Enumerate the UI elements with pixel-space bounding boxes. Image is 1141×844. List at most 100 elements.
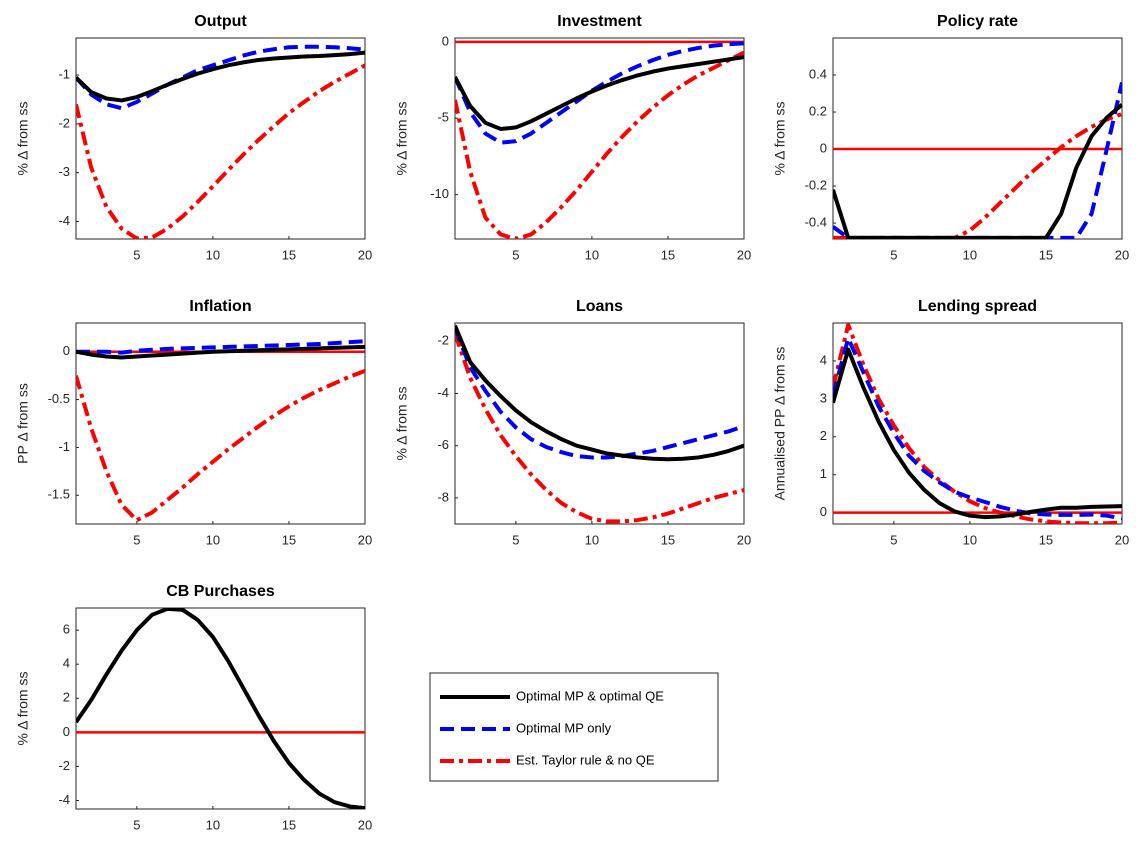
plot-area xyxy=(75,607,366,810)
plot-area xyxy=(832,37,1123,240)
x-tick-label: 10 xyxy=(585,532,599,547)
y-tick-label: -0.5 xyxy=(48,391,70,406)
series-line xyxy=(76,608,365,809)
series-line xyxy=(76,344,365,360)
y-tick-label: 4 xyxy=(820,352,827,367)
y-tick-label: -4 xyxy=(58,792,70,807)
y-tick-label: -3 xyxy=(58,164,70,179)
x-tick-label: 20 xyxy=(1115,532,1129,547)
y-tick-label: -5 xyxy=(437,110,449,125)
x-tick-label: 15 xyxy=(1039,247,1053,262)
y-tick-label: 0.4 xyxy=(809,66,827,81)
x-tick-label: 20 xyxy=(358,532,372,547)
x-tick-label: 5 xyxy=(890,247,897,262)
chart-title: Loans xyxy=(576,298,623,315)
y-tick-label: -1 xyxy=(58,67,70,82)
y-tick-label: -1 xyxy=(58,439,70,454)
x-tick-label: 15 xyxy=(661,247,675,262)
y-tick-label: -2 xyxy=(437,333,449,348)
y-tick-label: -6 xyxy=(437,437,449,452)
x-tick-label: 20 xyxy=(358,817,372,832)
legend-label: Est. Taylor rule & no QE xyxy=(516,752,655,767)
y-tick-label: 0 xyxy=(820,140,827,155)
series-line xyxy=(455,332,744,524)
y-tick-label: -8 xyxy=(437,489,449,504)
chart-title: Lending spread xyxy=(918,298,1037,315)
series-group xyxy=(76,608,365,809)
y-tick-label: -2 xyxy=(58,758,70,773)
series-line xyxy=(833,347,1122,520)
y-tick-label: 0 xyxy=(442,33,449,48)
x-tick-label: 20 xyxy=(737,247,751,262)
y-tick-label: 6 xyxy=(63,622,70,637)
y-tick-label: 0 xyxy=(820,504,827,519)
y-tick-label: -0.4 xyxy=(805,215,827,230)
series-group xyxy=(76,44,365,239)
series-line xyxy=(455,55,744,131)
series-line xyxy=(76,44,365,111)
x-tick-label: 15 xyxy=(282,817,296,832)
series-line xyxy=(455,324,744,462)
plot-area xyxy=(454,322,745,525)
x-tick-label: 15 xyxy=(282,247,296,262)
x-tick-label: 10 xyxy=(963,532,977,547)
y-tick-label: -4 xyxy=(437,385,449,400)
series-group xyxy=(455,324,744,524)
x-tick-label: 10 xyxy=(585,247,599,262)
series-line xyxy=(76,63,365,239)
series-line xyxy=(76,339,365,355)
y-tick-label: -4 xyxy=(58,213,70,228)
y-tick-label: -1.5 xyxy=(48,487,70,502)
x-tick-label: 15 xyxy=(1039,532,1053,547)
chart-title: Inflation xyxy=(189,298,251,315)
y-tick-label: 0 xyxy=(63,343,70,358)
y-tick-label: 0.2 xyxy=(809,103,827,118)
y-tick-label: 2 xyxy=(820,428,827,443)
legend-label: Optimal MP only xyxy=(516,720,612,735)
x-tick-label: 5 xyxy=(512,532,519,547)
plot-area xyxy=(454,37,745,240)
x-tick-label: 5 xyxy=(133,247,140,262)
series-line xyxy=(455,41,744,145)
y-tick-label: -10 xyxy=(430,186,449,201)
plot-area xyxy=(832,322,1123,525)
x-tick-label: 5 xyxy=(133,817,140,832)
chart-title: Output xyxy=(194,13,247,30)
x-tick-label: 20 xyxy=(737,532,751,547)
x-tick-label: 10 xyxy=(963,247,977,262)
chart-title: Policy rate xyxy=(937,13,1018,30)
x-tick-label: 5 xyxy=(512,247,519,262)
y-tick-label: -2 xyxy=(58,115,70,130)
series-line xyxy=(76,50,365,103)
plot-area xyxy=(75,37,366,240)
series-line xyxy=(455,50,744,239)
series-group xyxy=(833,323,1122,524)
x-tick-label: 10 xyxy=(206,532,220,547)
series-line xyxy=(833,103,1122,239)
series-line xyxy=(833,323,1122,524)
y-tick-label: 4 xyxy=(63,656,70,671)
series-line xyxy=(833,336,1122,521)
x-tick-label: 15 xyxy=(661,532,675,547)
legend-label: Optimal MP & optimal QE xyxy=(516,688,664,703)
y-axis-label: PP Δ from ss xyxy=(15,383,31,464)
y-axis-label: % Δ from ss xyxy=(394,102,410,176)
y-axis-label: Annualised PP Δ from ss xyxy=(772,347,788,501)
x-tick-label: 10 xyxy=(206,817,220,832)
y-axis-label: % Δ from ss xyxy=(772,102,788,176)
chart-title: CB Purchases xyxy=(166,583,275,600)
y-tick-label: 2 xyxy=(63,690,70,705)
series-group xyxy=(455,40,744,239)
y-tick-label: 0 xyxy=(63,724,70,739)
x-tick-label: 5 xyxy=(890,532,897,547)
y-tick-label: 3 xyxy=(820,390,827,405)
x-tick-label: 5 xyxy=(133,532,140,547)
y-axis-label: % Δ from ss xyxy=(15,672,31,746)
x-tick-label: 20 xyxy=(1115,247,1129,262)
x-tick-label: 20 xyxy=(358,247,372,262)
y-tick-label: -0.2 xyxy=(805,178,827,193)
x-tick-label: 10 xyxy=(206,247,220,262)
y-tick-label: 1 xyxy=(820,466,827,481)
series-group xyxy=(833,81,1122,239)
